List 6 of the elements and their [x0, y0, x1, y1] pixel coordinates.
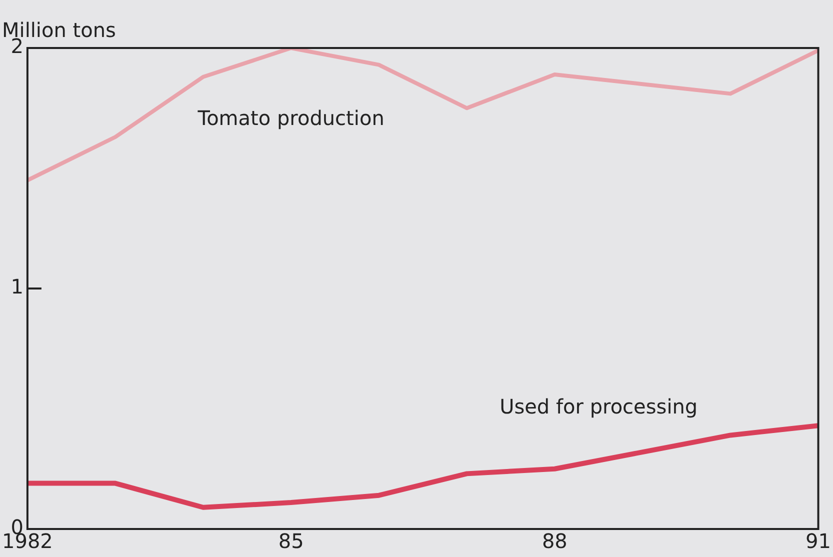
x-tick-label: 85 — [278, 529, 304, 554]
series-label: Tomato production — [196, 106, 384, 130]
x-tick-label: 91 — [806, 529, 831, 554]
x-tick-label: 88 — [542, 529, 568, 554]
y-tick-label: 1 — [10, 274, 24, 299]
series-label: Used for processing — [500, 394, 698, 419]
